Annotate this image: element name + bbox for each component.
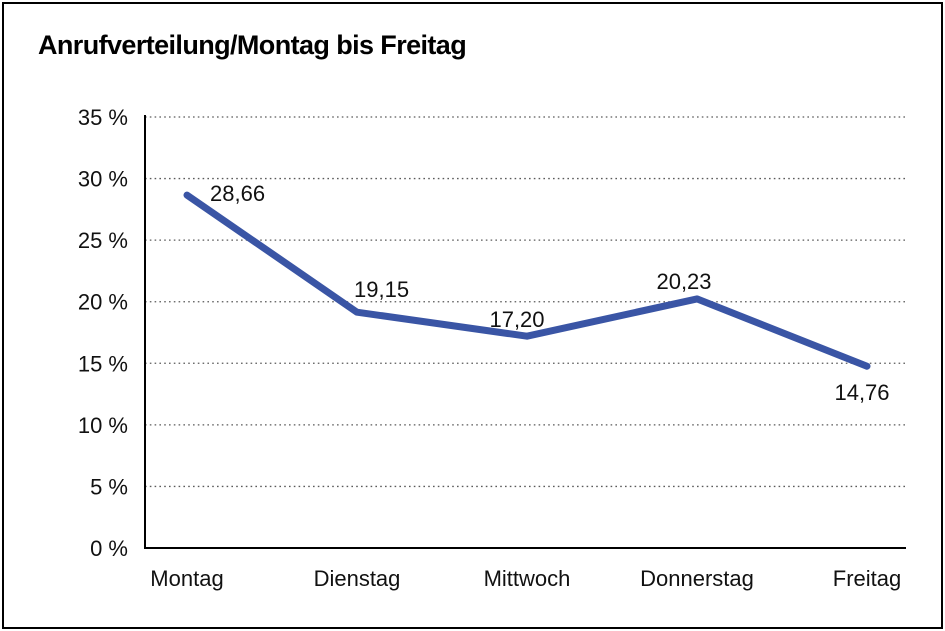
x-axis-labels: Montag Dienstag Mittwoch Donnerstag Freitag: [150, 566, 901, 591]
y-tick-label: 35 %: [78, 105, 128, 130]
y-tick-label: 5 %: [90, 474, 128, 499]
axes: [144, 115, 906, 549]
x-tick-label: Donnerstag: [640, 566, 754, 591]
x-tick-label: Mittwoch: [484, 566, 571, 591]
data-point-label: 20,23: [656, 269, 711, 294]
gridlines: [145, 116, 906, 488]
y-tick-label: 20 %: [78, 290, 128, 315]
data-point-label: 19,15: [354, 277, 409, 302]
chart-title: Anrufverteilung/Montag bis Freitag: [38, 30, 467, 60]
data-point-label: 14,76: [834, 380, 889, 405]
x-tick-label: Montag: [150, 566, 223, 591]
series-line: [183, 191, 871, 370]
x-tick-label: Freitag: [833, 566, 901, 591]
data-point-label: 17,20: [489, 307, 544, 332]
y-tick-label: 30 %: [78, 167, 128, 192]
series: [183, 191, 871, 370]
data-labels: 28,66 19,15 17,20 20,23 14,76: [210, 181, 890, 405]
x-tick-label: Dienstag: [314, 566, 401, 591]
y-tick-label: 25 %: [78, 228, 128, 253]
y-tick-label: 10 %: [78, 413, 128, 438]
y-tick-label: 15 %: [78, 351, 128, 376]
y-tick-label: 0 %: [90, 536, 128, 561]
data-point-label: 28,66: [210, 181, 265, 206]
y-axis-labels: 0 % 5 % 10 % 15 % 20 % 25 % 30 % 35 %: [78, 105, 128, 561]
